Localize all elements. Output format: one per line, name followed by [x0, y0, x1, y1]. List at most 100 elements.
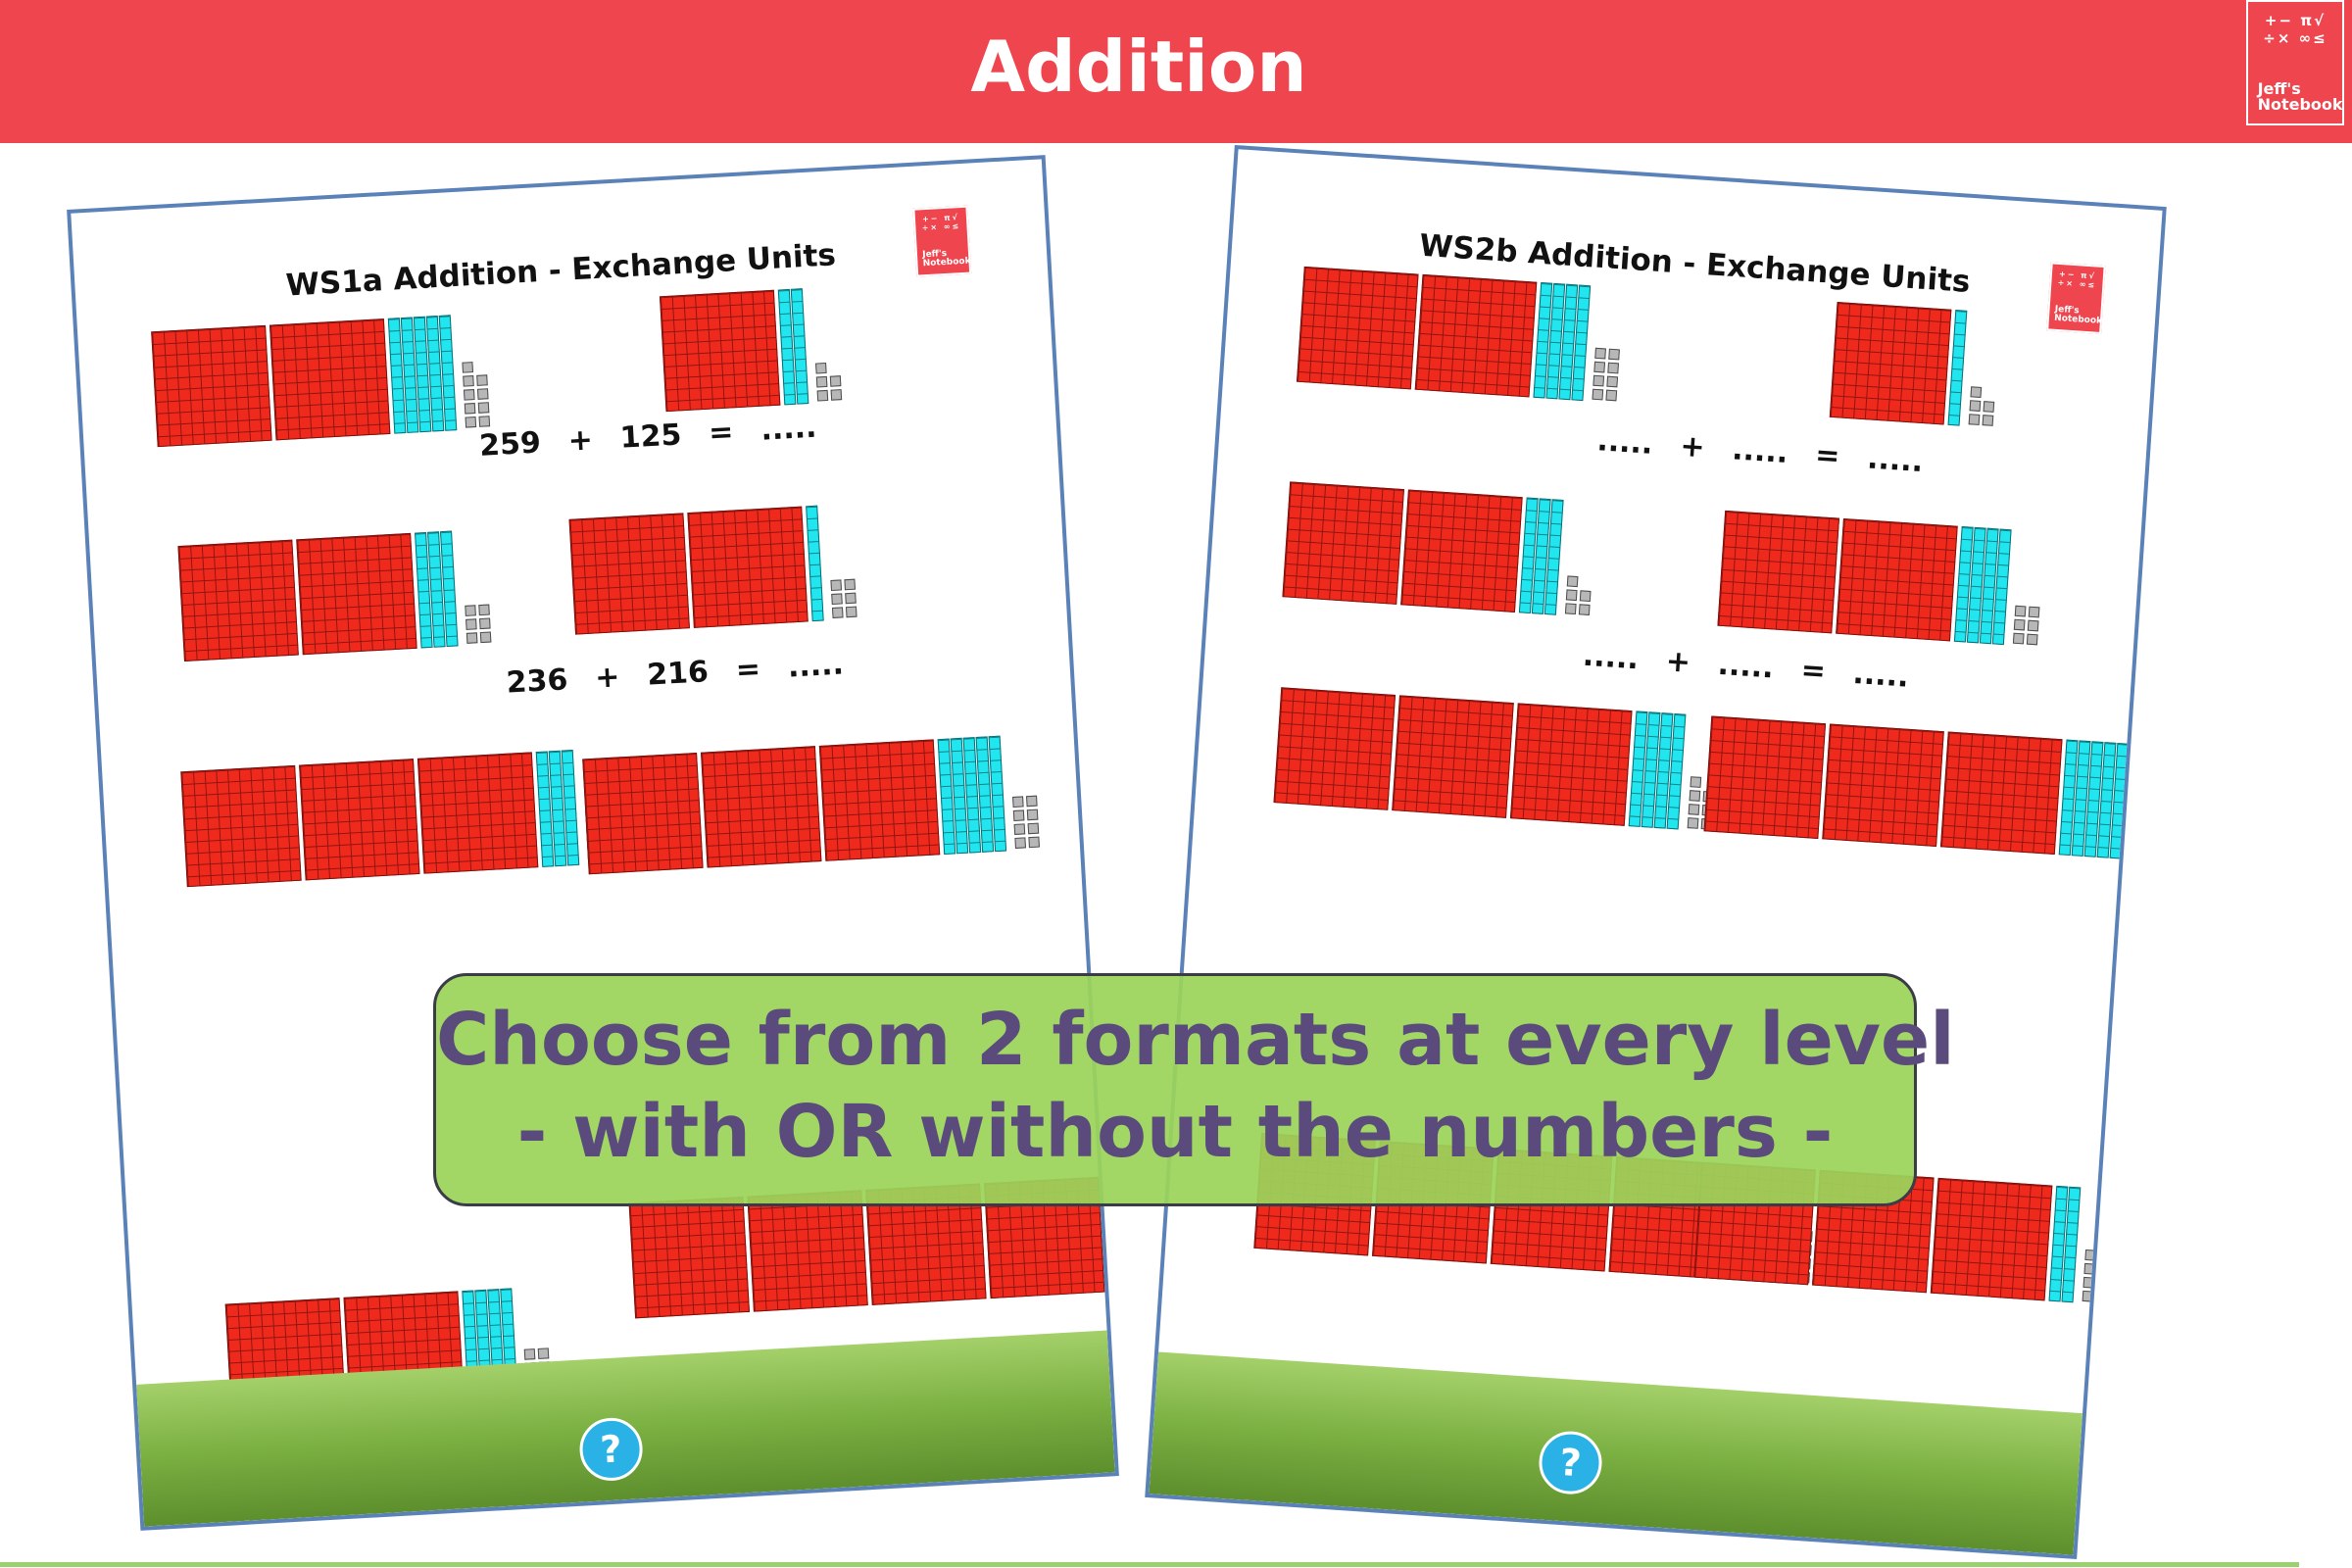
- hundreds-block: [1717, 510, 1839, 634]
- hundreds-block: [1296, 266, 1419, 390]
- unit-cube: [476, 374, 488, 386]
- hundreds-block: [701, 746, 822, 868]
- jeffs-notebook-logo-icon: +− π√ ÷× ∞≤ Jeff's Notebook: [2046, 262, 2106, 334]
- unit-cube: [466, 618, 477, 630]
- unit-cube: [2132, 819, 2144, 831]
- unit-cube: [1592, 388, 1604, 401]
- worksheet-title: WS1a Addition - Exchange Units: [284, 237, 837, 304]
- hundreds-block: [1703, 715, 1827, 839]
- unit-cube: [1012, 809, 1025, 821]
- hundreds-block: [1273, 687, 1396, 810]
- hundreds-block: [687, 506, 808, 628]
- unit-cube: [1690, 776, 1702, 788]
- unit-cube: [1970, 386, 1983, 398]
- equation: 236 +216 =.....: [505, 647, 845, 701]
- unit-cube: [2143, 848, 2156, 859]
- unit-cube: [2146, 807, 2159, 818]
- worksheet-ws1a[interactable]: WS1a Addition - Exchange Units +− π√ ÷× …: [67, 155, 1119, 1531]
- worksheet-ws2b[interactable]: WS2b Addition - Exchange Units +− π√ ÷× …: [1145, 144, 2167, 1560]
- unit-cube: [1026, 808, 1039, 821]
- unit-cube: [2027, 619, 2039, 632]
- unit-cube: [1688, 804, 1700, 815]
- hundreds-block: [818, 739, 941, 861]
- unit-cube: [2132, 806, 2145, 817]
- unit-cube: [815, 375, 828, 388]
- unit-cube: [831, 607, 844, 618]
- unit-cube: [1592, 374, 1605, 387]
- unit-cube: [479, 631, 492, 644]
- banner-line-1: Choose from 2 formats at every level: [436, 998, 1955, 1082]
- unit-cube: [2014, 605, 2027, 617]
- unit-cube: [479, 617, 491, 630]
- unit-cube: [2131, 833, 2143, 845]
- unit-cube: [2130, 847, 2142, 858]
- header-bar: Addition +− π√ ÷× ∞≤ Jeff's Notebook: [0, 0, 2352, 143]
- hundreds-block: [582, 752, 704, 875]
- unit-cube: [845, 606, 858, 618]
- hundreds-block: [299, 759, 420, 881]
- bottom-divider: [0, 1562, 2299, 1567]
- unit-cube: [2098, 1250, 2111, 1262]
- unit-cube: [1593, 361, 1606, 373]
- tens-rod: [1947, 310, 1968, 426]
- unit-cube: [465, 416, 477, 428]
- unit-cube: [476, 388, 489, 400]
- unit-cube: [462, 362, 474, 373]
- hundreds-block: [416, 752, 539, 874]
- unit-cube: [1983, 401, 1995, 413]
- hundreds-block: [1822, 723, 1944, 847]
- unit-cube: [1565, 589, 1578, 602]
- hundreds-block: [747, 1190, 868, 1312]
- jeffs-notebook-logo-icon: +− π√ ÷× ∞≤ Jeff's Notebook: [912, 205, 972, 277]
- unit-cube: [2082, 1276, 2095, 1289]
- jeffs-notebook-logo-icon[interactable]: +− π√ ÷× ∞≤ Jeff's Notebook: [2246, 0, 2344, 125]
- unit-cube: [2097, 1263, 2110, 1276]
- unit-cube: [478, 416, 491, 427]
- unit-cube: [2145, 820, 2158, 832]
- page-title: Addition: [970, 25, 1307, 108]
- unit-cube: [1579, 590, 1592, 603]
- unit-cube: [464, 403, 476, 415]
- hundreds-block: [151, 324, 272, 448]
- unit-cube: [1012, 796, 1024, 808]
- unit-cube: [1566, 575, 1579, 588]
- hundreds-block: [628, 1197, 750, 1319]
- unit-cube: [466, 632, 478, 644]
- hundreds-block: [1836, 517, 1958, 642]
- unit-cube: [2013, 618, 2026, 631]
- unit-cube: [478, 604, 490, 616]
- hundreds-block: [1392, 695, 1514, 818]
- equation: 259 +125 =.....: [478, 410, 818, 464]
- unit-cube: [2095, 1291, 2108, 1303]
- unit-cube: [465, 605, 476, 616]
- unit-cube: [2082, 1290, 2094, 1302]
- unit-cube: [477, 402, 490, 414]
- unit-cube: [1013, 823, 1026, 835]
- unit-cube: [1026, 795, 1038, 808]
- unit-cube: [523, 1348, 536, 1360]
- unit-cube: [829, 375, 842, 387]
- unit-cube: [831, 593, 843, 606]
- hundreds-block: [296, 532, 417, 656]
- unit-cube: [537, 1348, 550, 1359]
- unit-cube: [1607, 362, 1619, 374]
- hundreds-block: [659, 289, 781, 413]
- hundreds-block: [1939, 731, 2063, 855]
- hundreds-block: [180, 764, 302, 888]
- unit-cube: [844, 578, 856, 591]
- unit-cube: [1608, 348, 1620, 361]
- unit-cube: [1969, 400, 1982, 412]
- unit-cube: [2084, 1249, 2097, 1261]
- grass-footer: [1149, 1351, 2083, 1555]
- hundreds-block: [177, 539, 299, 662]
- unit-cube: [1014, 837, 1026, 849]
- unit-cube: [1594, 347, 1606, 360]
- unit-cube: [1687, 817, 1699, 829]
- unit-cube: [463, 389, 475, 401]
- unit-cube: [845, 592, 857, 605]
- unit-cube: [1027, 822, 1040, 835]
- banner-line-2: - with OR without the numbers -: [516, 1090, 1834, 1174]
- unit-cube: [830, 579, 843, 592]
- hundreds-block: [1829, 302, 1952, 425]
- unit-cube: [1982, 415, 1994, 426]
